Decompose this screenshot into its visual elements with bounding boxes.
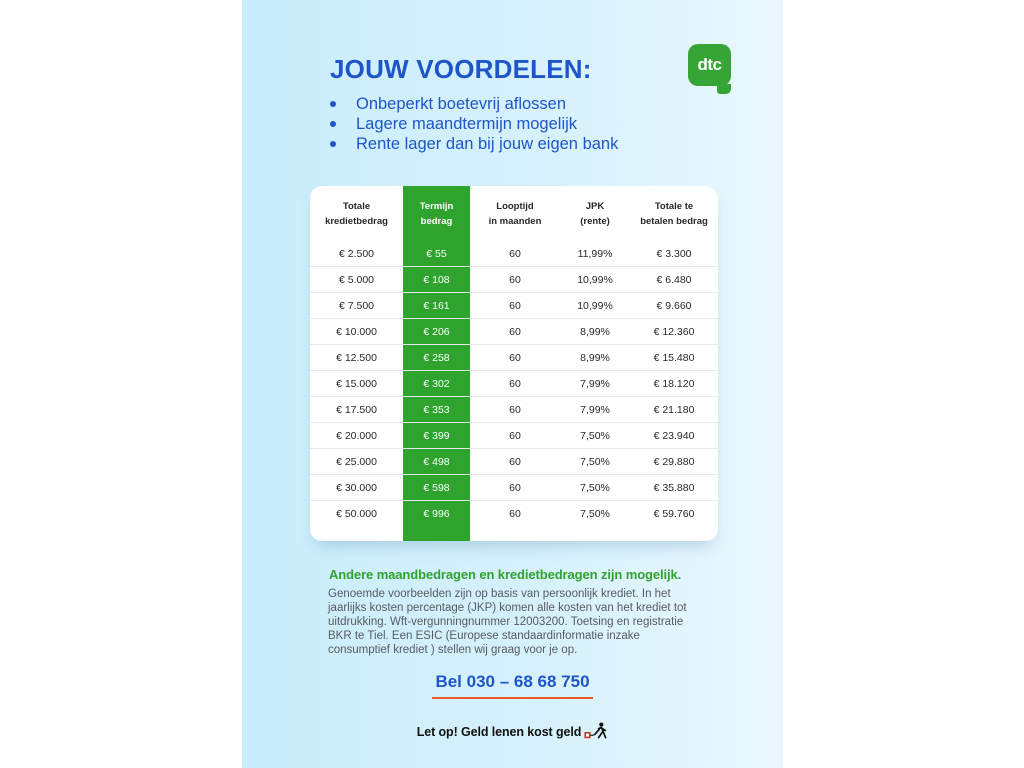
table-cell: 8,99% [580,325,610,338]
table-cell: 10,99% [577,299,613,312]
table-row: € 25.000 € 498 60 7,50% € 29.880 [310,449,718,475]
column-header: Looptijd in maanden [488,200,542,227]
bullet-icon [330,141,336,147]
table-cell: € 30.000 [336,481,377,494]
column-header: Termijn bedrag [419,200,454,227]
table-cell: 60 [509,325,521,338]
table-cell: € 25.000 [336,455,377,468]
table-cell: € 35.880 [653,481,695,494]
benefit-item: Rente lager dan bij jouw eigen bank [330,134,618,154]
credit-warning: Let op! Geld lenen kost geld [242,720,783,744]
table-cell: 7,50% [580,481,610,494]
table-cell: 10,99% [577,273,613,286]
table-row: € 2.500 € 55 60 11,99% € 3.300 [310,241,718,267]
column-header: Totale te betalen bedrag [640,200,708,227]
table-row: € 50.000 € 996 60 7,50% € 59.760 [310,501,718,527]
table-cell: € 50.000 [336,508,377,520]
benefit-text: Onbeperkt boetevrij aflossen [356,94,567,113]
table-cell: € 12.500 [336,351,377,364]
benefit-text: Rente lager dan bij jouw eigen bank [356,134,619,153]
table-cell: € 20.000 [336,429,377,442]
table-cell: € 3.300 [656,247,692,260]
bullet-icon [330,101,336,107]
table-cell: € 29.880 [653,455,695,468]
benefit-item: Onbeperkt boetevrij aflossen [330,94,618,114]
credit-warning-icon [584,722,608,744]
table-cell: 7,50% [580,429,610,442]
table-cell: 60 [509,508,521,520]
table-cell: € 10.000 [336,325,377,338]
table-cell: € 258 [423,351,450,364]
table-row: € 20.000 € 399 60 7,50% € 23.940 [310,423,718,449]
table-cell: 60 [509,455,521,468]
loan-table-card: Totale kredietbedrag Termijn bedrag Loop… [310,186,718,541]
table-cell: 60 [509,247,521,260]
table-cell: 7,50% [580,508,610,520]
table-cell: 60 [509,429,521,442]
table-cell: 60 [509,481,521,494]
phone-link[interactable]: Bel 030 – 68 68 750 [432,672,593,699]
benefit-text: Lagere maandtermijn mogelijk [356,114,578,133]
table-cell: € 598 [423,481,450,494]
benefits-list: Onbeperkt boetevrij aflossen Lagere maan… [330,94,618,154]
table-cell: € 206 [423,325,450,338]
table-cell: 60 [509,403,521,416]
table-cell: € 17.500 [336,403,377,416]
table-cell: 11,99% [577,247,613,260]
dtc-logo: dtc [688,44,731,94]
table-cell: € 161 [423,299,450,312]
benefit-item: Lagere maandtermijn mogelijk [330,114,618,134]
table-cell: € 302 [423,377,450,390]
column-header: JPK (rente) [580,200,610,227]
table-cell: 7,99% [580,377,610,390]
table-cell: € 5.000 [338,273,375,286]
table-cell: 7,99% [580,403,610,416]
table-row: € 5.000 € 108 60 10,99% € 6.480 [310,267,718,293]
table-row: € 17.500 € 353 60 7,99% € 21.180 [310,397,718,423]
table-cell: € 23.940 [653,429,695,442]
table-cell: € 996 [423,508,450,520]
table-cell: € 59.760 [653,508,695,520]
credit-warning-text: Let op! Geld lenen kost geld [416,725,582,739]
table-cell: € 9.660 [656,299,692,312]
table-cell: € 55 [426,247,447,260]
table-header-row: Totale kredietbedrag Termijn bedrag Loop… [310,186,718,241]
bullet-icon [330,121,336,127]
table-row: € 30.000 € 598 60 7,50% € 35.880 [310,475,718,501]
table-row: € 7.500 € 161 60 10,99% € 9.660 [310,293,718,319]
table-cell: 60 [509,351,521,364]
phone-cta-row: Bel 030 – 68 68 750 [242,672,783,699]
table-cell: 7,50% [580,455,610,468]
column-header: Totale kredietbedrag [325,200,388,227]
table-cell: 60 [509,299,521,312]
table-body: € 2.500 € 55 60 11,99% € 3.300 € 5.000 € 108 60… [310,241,718,527]
table-cell: € 15.480 [653,351,695,364]
table-cell: 60 [509,377,521,390]
other-amounts-note: Andere maandbedragen en kredietbedragen … [329,567,682,582]
table-cell: 8,99% [580,351,610,364]
table-cell: 60 [509,273,521,286]
table-cell: € 6.480 [656,273,692,286]
flyer-panel: JOUW VOORDELEN: dtc Onbeperkt boetevrij … [242,0,783,768]
table-cell: € 15.000 [336,377,377,390]
termijn-column-highlight [403,186,470,541]
table-cell: € 2.500 [338,247,375,260]
table-cell: € 498 [423,455,450,468]
table-cell: € 12.360 [653,325,695,338]
dtc-logo-tail [717,84,731,94]
table-row: € 10.000 € 206 60 8,99% € 12.360 [310,319,718,345]
table-row: € 12.500 € 258 60 8,99% € 15.480 [310,345,718,371]
table-cell: € 21.180 [653,403,695,416]
table-cell: € 7.500 [338,299,375,312]
table-cell: € 108 [423,273,450,286]
dtc-logo-bubble: dtc [688,44,731,86]
legal-disclaimer: Genoemde voorbeelden zijn op basis van p… [328,588,687,656]
page-title: JOUW VOORDELEN: [330,54,592,84]
table-cell: € 353 [423,403,450,416]
table-cell: € 18.120 [653,377,695,390]
table-row: € 15.000 € 302 60 7,99% € 18.120 [310,371,718,397]
table-cell: € 399 [423,429,450,442]
